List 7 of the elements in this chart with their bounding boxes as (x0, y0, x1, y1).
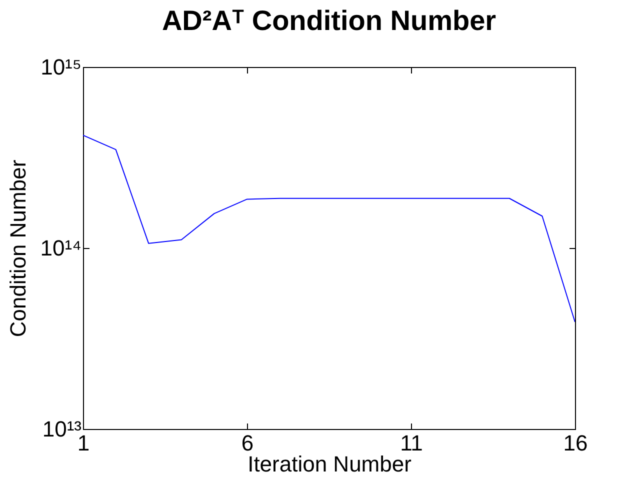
x-tick-label: 16 (563, 430, 588, 456)
chart-title: AD²Aᵀ Condition Number (162, 5, 496, 36)
line-series (83, 134, 575, 323)
y-tick-label: 10¹⁵ (40, 54, 82, 80)
y-axis-title: Condition Number (5, 160, 30, 338)
y-tick-label: 10¹⁴ (40, 236, 82, 260)
x-tick-label: 1 (77, 430, 90, 456)
